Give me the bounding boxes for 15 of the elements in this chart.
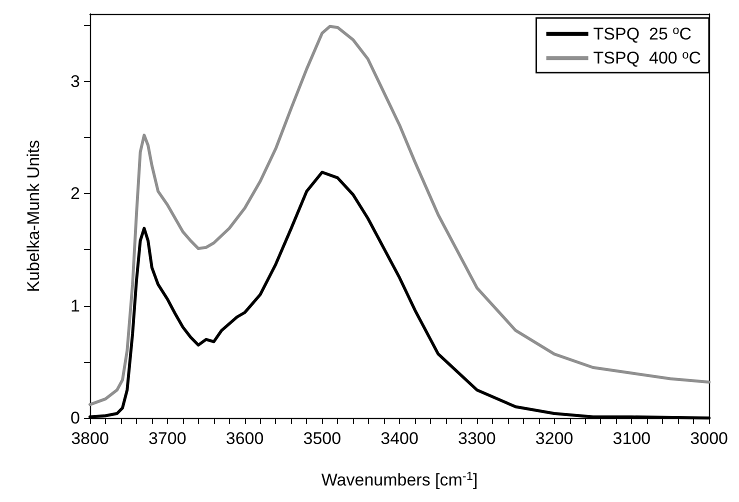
x-tick-label: 3600 xyxy=(226,429,264,448)
x-tick-label: 3300 xyxy=(458,429,496,448)
x-tick-label: 3500 xyxy=(303,429,342,448)
y-axis-title: Kubelka-Munk Units xyxy=(24,140,43,292)
y-tick-label: 2 xyxy=(70,184,80,204)
y-tick-label: 3 xyxy=(70,72,80,91)
x-tick-label: 3000 xyxy=(690,429,728,448)
y-tick-label: 0 xyxy=(70,408,80,428)
line-series xyxy=(88,24,711,406)
x-tick-label: 3800 xyxy=(71,429,109,448)
x-tick-label: 3400 xyxy=(380,429,418,448)
y-tick-label: 1 xyxy=(70,296,80,316)
x-tick-label: 3200 xyxy=(535,429,574,448)
x-tick-label: 3100 xyxy=(612,429,651,448)
x-tick-label: 3700 xyxy=(148,429,186,448)
